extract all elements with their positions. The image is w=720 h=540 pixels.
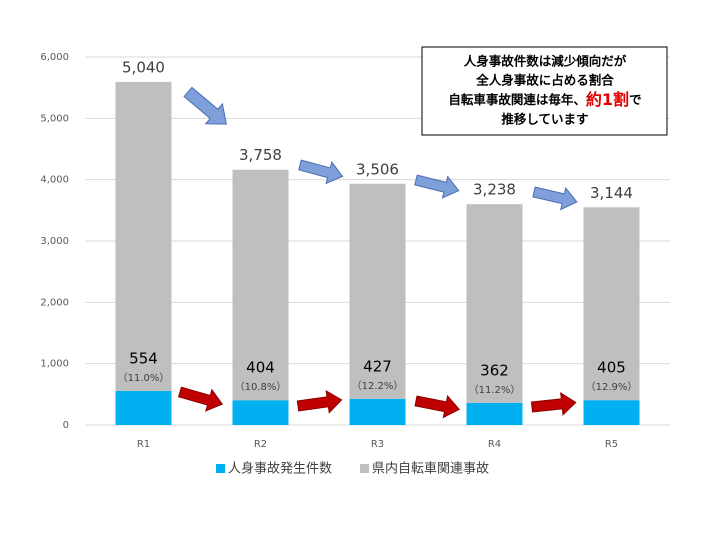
x-tick-label: R1 (137, 439, 150, 450)
x-tick-label: R3 (371, 439, 384, 450)
annotation-frame (421, 46, 668, 136)
data-label: 405 (597, 359, 626, 377)
annotation-line: 自転車事故関連は毎年、約1割で (448, 90, 641, 109)
bar-segment (349, 183, 406, 399)
annotation-line: 全人身事故に占める割合 (475, 73, 614, 88)
red-arrow (178, 386, 224, 412)
data-label: 404 (246, 359, 275, 377)
bar-segment (466, 204, 523, 403)
bar-segment (232, 169, 289, 401)
legend-label: 県内自転車関連事故 (372, 461, 489, 477)
share-label: （10.8%） (235, 381, 287, 393)
red-arrow (414, 394, 460, 419)
y-tick-label: 1,000 (40, 359, 69, 370)
share-label: （11.0%） (118, 372, 170, 384)
annotation-line: 推移しています (501, 112, 588, 127)
data-label: 427 (363, 357, 392, 375)
y-tick-label: 4,000 (40, 175, 69, 186)
annotation-highlight: 約1割 (586, 90, 629, 109)
annotation-text: で (629, 92, 642, 107)
blue-arrow (183, 86, 227, 125)
bar-segment (232, 400, 289, 425)
bar-segment (115, 391, 172, 425)
y-tick-label: 0 (63, 420, 69, 431)
arrows (178, 86, 578, 419)
annotation-line: 人身事故件数は減少傾向だが (464, 54, 627, 69)
share-label: （11.2%） (469, 384, 521, 396)
data-label: 3,506 (356, 160, 399, 178)
data-label: 3,758 (239, 146, 282, 164)
data-label: 3,144 (590, 184, 633, 202)
legend-swatch (360, 464, 370, 473)
x-tick-label: R2 (254, 439, 267, 450)
data-label: 362 (480, 361, 509, 379)
bar-segment (349, 398, 406, 425)
bar-segment (583, 207, 640, 401)
annotation-text: 自転車事故関連は毎年、 (448, 92, 586, 107)
legend-label: 人身事故発生件数 (228, 461, 332, 477)
blue-arrow (414, 174, 460, 199)
annotation-box: 人身事故件数は減少傾向だが 全人身事故に占める割合 自転車事故関連は毎年、約1割… (421, 46, 668, 136)
blue-arrow (532, 186, 578, 211)
share-label: （12.9%） (586, 381, 638, 393)
share-label: （12.2%） (352, 380, 404, 392)
data-label: 3,238 (473, 181, 516, 199)
legend-swatch (216, 464, 225, 473)
y-tick-label: 3,000 (40, 236, 69, 247)
y-tick-label: 5,000 (40, 113, 69, 124)
y-tick-label: 2,000 (40, 297, 69, 308)
bar-segment (466, 402, 523, 425)
x-tick-label: R4 (488, 439, 501, 450)
blue-arrow (298, 159, 344, 185)
data-label: 5,040 (122, 58, 165, 76)
data-label: 554 (129, 350, 158, 368)
bar-segment (583, 400, 640, 425)
red-arrow (530, 391, 577, 416)
bar-segment (115, 81, 172, 392)
y-tick-label: 6,000 (40, 52, 69, 63)
red-arrow (296, 389, 343, 414)
x-tick-label: R5 (605, 439, 618, 450)
